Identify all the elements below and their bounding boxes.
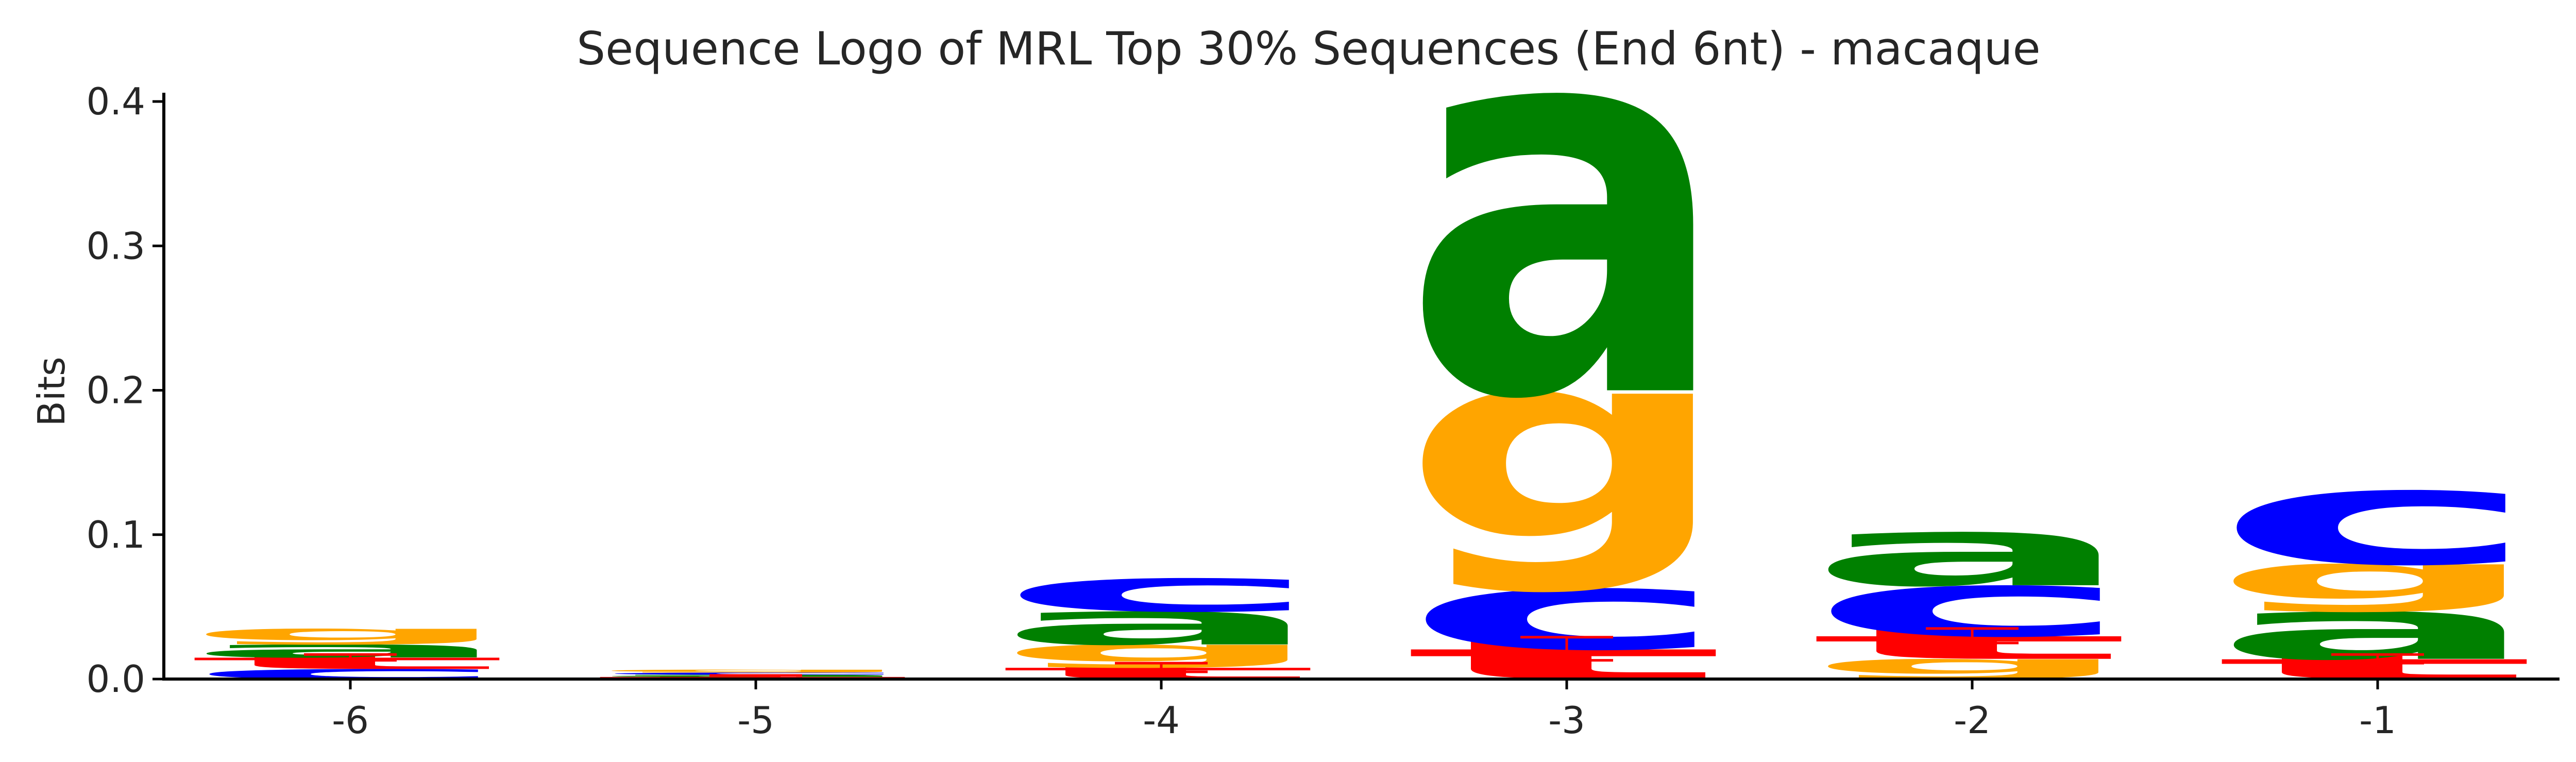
y-tick-label: 0.1: [86, 513, 145, 556]
x-tick-label: -3: [1548, 699, 1585, 742]
x-axis-ticks: -6 -5 -4 -3 -2 -1: [332, 679, 2396, 742]
logo-letter-c: c: [591, 671, 921, 676]
logo-letter-g: g: [185, 621, 515, 645]
logo-letter-g: g: [1402, 295, 1732, 598]
y-axis-label: Bits: [30, 357, 73, 426]
chart-title: Sequence Logo of MRL Top 30% Sequences (…: [577, 22, 2040, 75]
x-tick-label: -2: [1954, 699, 1991, 742]
x-tick-label: -4: [1143, 699, 1180, 742]
logo-letter-a: a: [996, 589, 1326, 658]
logo-letter-g: g: [591, 668, 921, 673]
error-bars: [304, 627, 2424, 680]
y-tick-label: 0.0: [86, 657, 145, 701]
y-tick-label: 0.3: [86, 224, 145, 267]
logo-letter-c: c: [2213, 442, 2543, 595]
x-tick-label: -5: [737, 699, 774, 742]
logo-letter-a: a: [1402, 0, 1732, 516]
logo-letter-g: g: [1807, 649, 2137, 680]
logo-letter-g: g: [2213, 540, 2543, 614]
y-axis-ticks: 0.0 0.1 0.2 0.3 0.4: [86, 80, 164, 701]
logo-stacks: ctagtacgtgactcgagtcatagc: [185, 0, 2543, 692]
x-tick-label: -6: [332, 699, 369, 742]
x-tick-label: -1: [2359, 699, 2396, 742]
y-tick-label: 0.4: [86, 80, 145, 123]
logo-letter-a: a: [1807, 497, 2137, 607]
y-tick-label: 0.2: [86, 369, 145, 412]
logo-letter-c: c: [996, 556, 1326, 625]
